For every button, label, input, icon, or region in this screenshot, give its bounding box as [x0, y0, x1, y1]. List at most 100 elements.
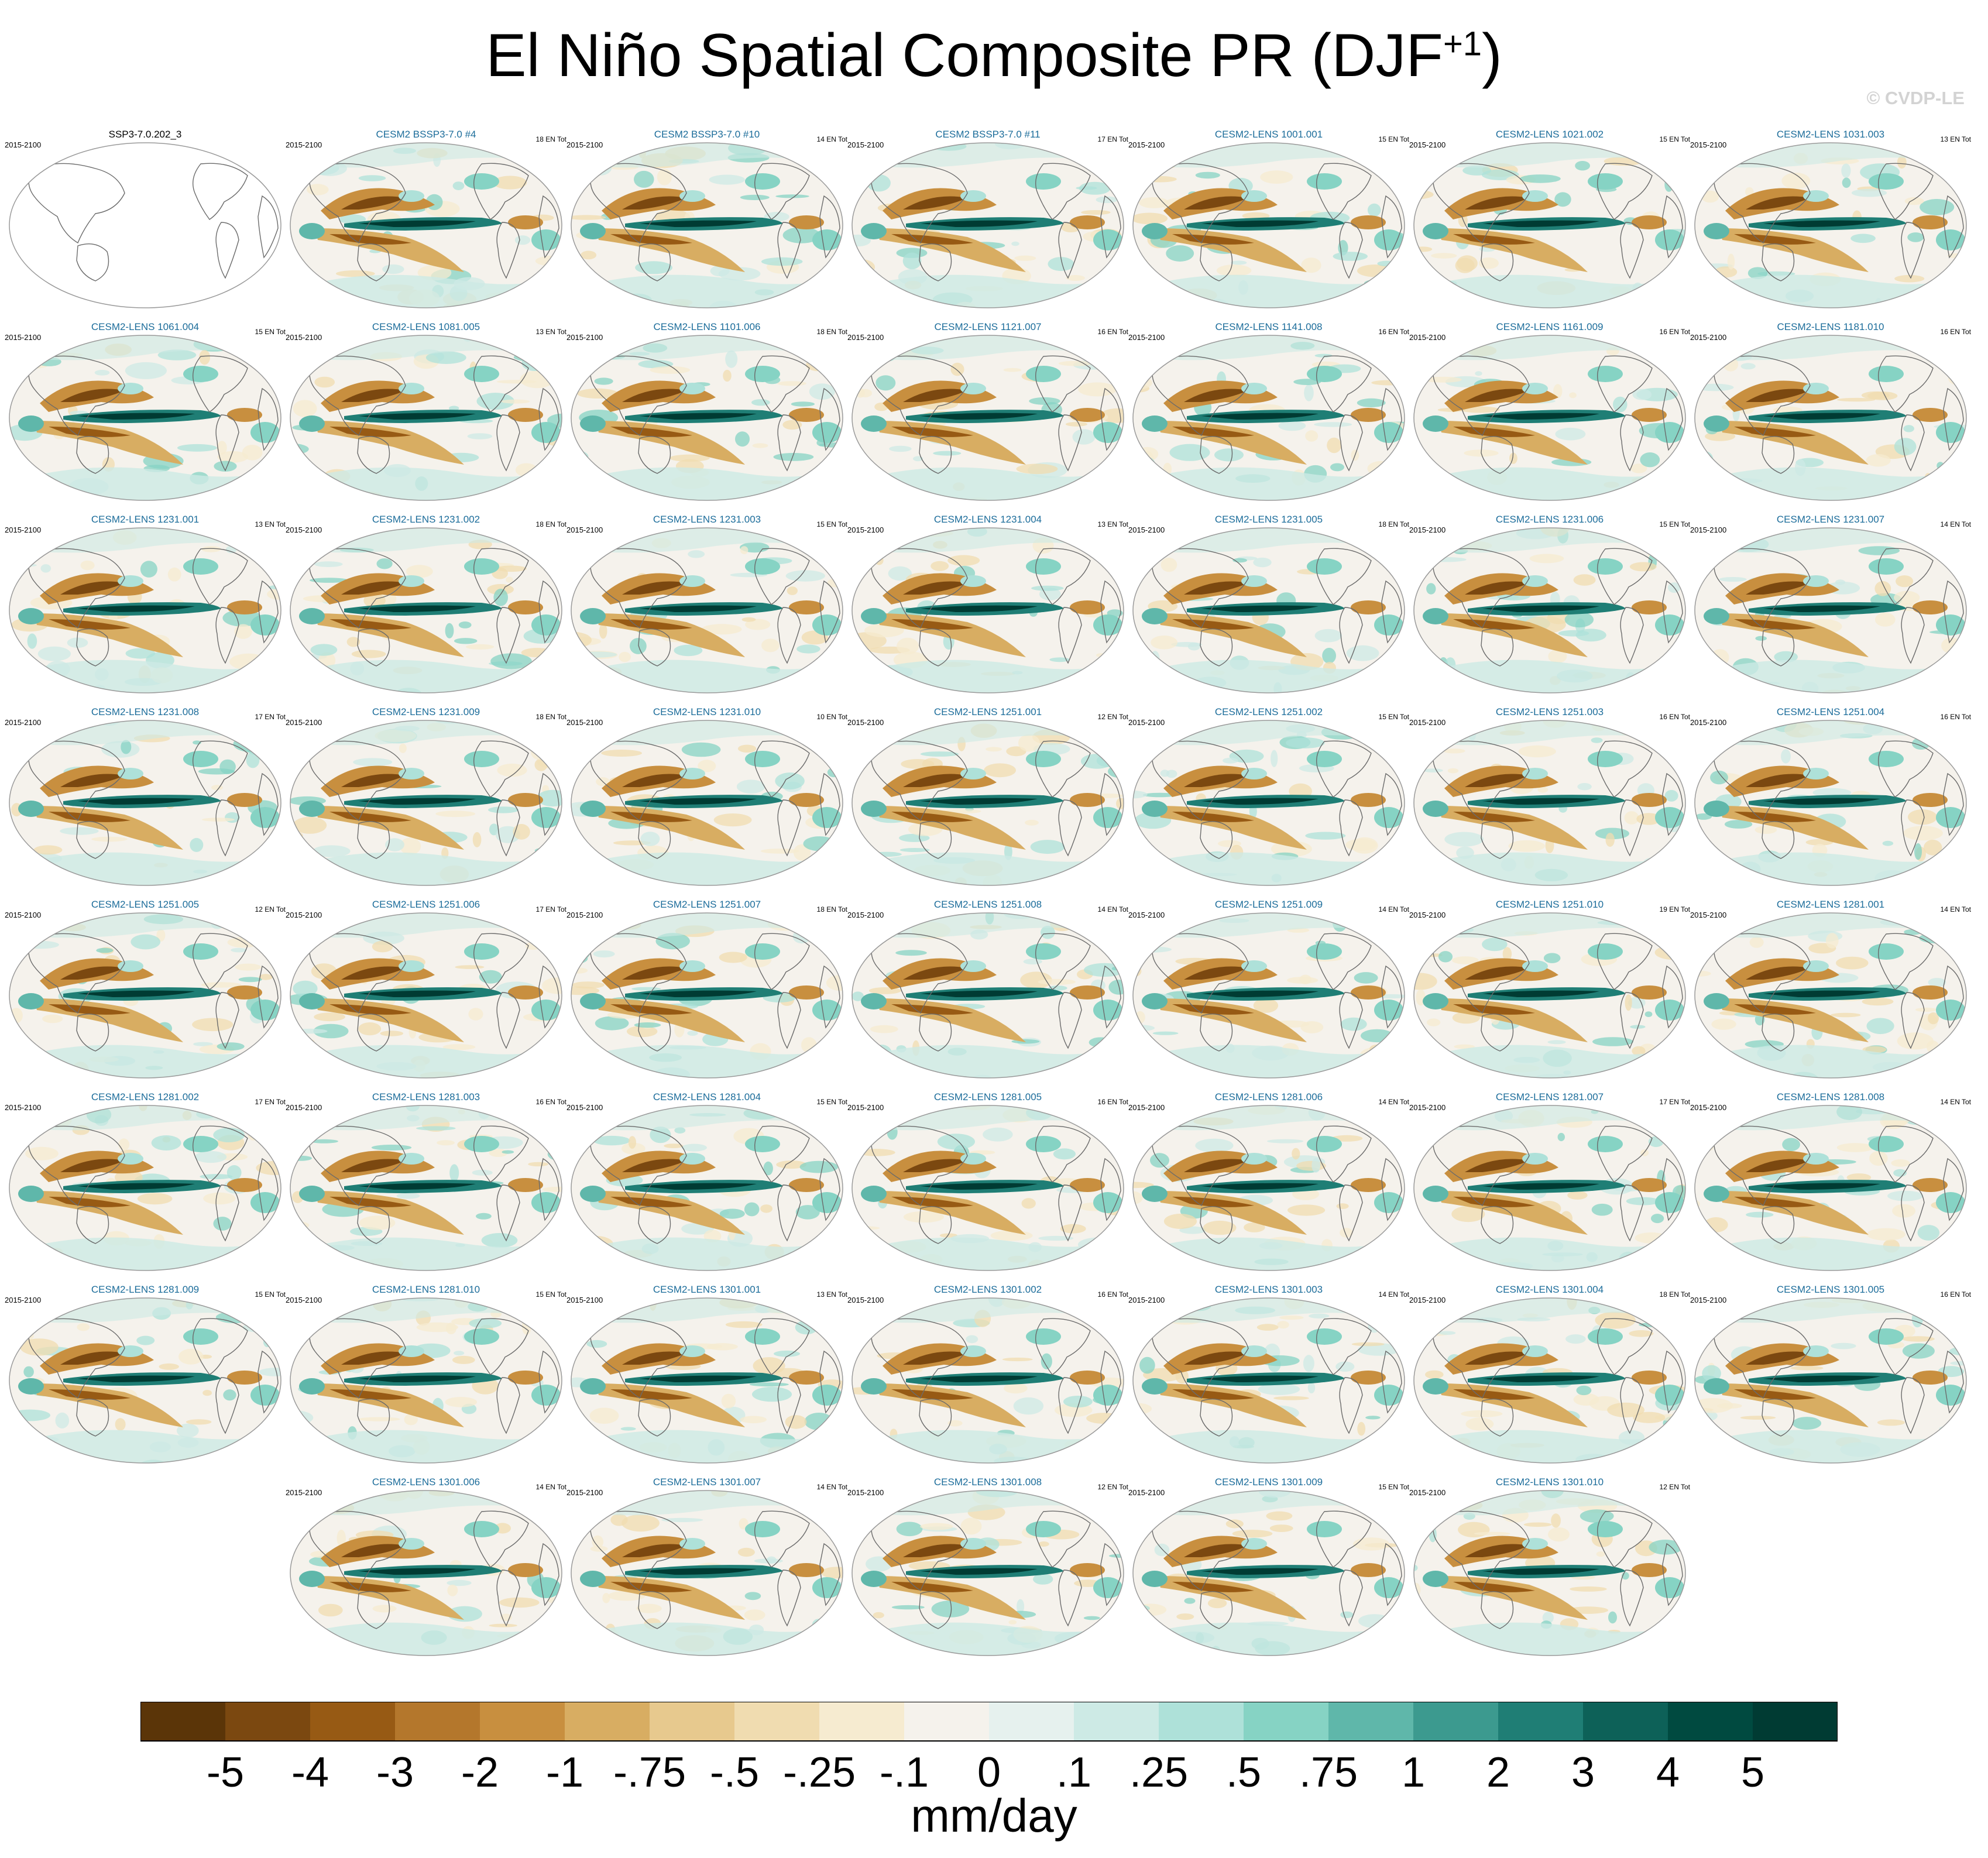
- panel-event-count: 17 EN Tot: [535, 905, 566, 913]
- map-outline: [851, 527, 1124, 693]
- map-panel: CESM2-LENS 1251.001 2015-2100 12 EN Tot: [847, 702, 1128, 895]
- map-panel: CESM2-LENS 1281.001 2015-2100 14 EN Tot: [1690, 894, 1971, 1087]
- map-panel: CESM2-LENS 1301.008 2015-2100 12 EN Tot: [847, 1472, 1128, 1665]
- colorbar-tick-label: -1: [546, 1749, 583, 1790]
- panel-title: CESM2-LENS 1301.008: [933, 1476, 1042, 1488]
- map-field: [1133, 143, 1405, 308]
- map-plot: [571, 527, 843, 693]
- title-end: ): [1482, 22, 1502, 90]
- map-field: [9, 335, 281, 500]
- panel-period: 2015-2100: [5, 140, 42, 149]
- map-outline: [851, 912, 1124, 1079]
- map-panel: CESM2-LENS 1141.008 2015-2100 16 EN Tot: [1128, 317, 1409, 510]
- panel-period: 2015-2100: [1128, 333, 1165, 342]
- panel-title: CESM2-LENS 1231.003: [653, 514, 761, 525]
- panel-event-count: 17 EN Tot: [1659, 1098, 1690, 1106]
- panel-title: CESM2-LENS 1251.005: [91, 899, 200, 910]
- panel-title: CESM2-LENS 1301.007: [653, 1476, 761, 1488]
- panel-event-count: 17 EN Tot: [1097, 135, 1128, 143]
- map-panel: CESM2-LENS 1161.009 2015-2100 16 EN Tot: [1409, 317, 1690, 510]
- map-field: [1133, 913, 1405, 1078]
- panel-event-count: 14 EN Tot: [1378, 1290, 1409, 1299]
- panel-period: 2015-2100: [1409, 718, 1446, 727]
- panel-event-count: 16 EN Tot: [1940, 1290, 1971, 1299]
- map-outline: [1413, 1105, 1686, 1271]
- colorbar-tick-label: -2: [461, 1749, 499, 1790]
- map-panel: CESM2-LENS 1251.006 2015-2100 17 EN Tot: [286, 894, 566, 1087]
- colorbar-frame: [140, 1702, 1838, 1742]
- panel-title: CESM2-LENS 1251.003: [1495, 706, 1604, 717]
- map-panel: CESM2-LENS 1301.007 2015-2100 14 EN Tot: [566, 1472, 847, 1665]
- panel-event-count: 18 EN Tot: [535, 713, 566, 721]
- map-plot: [1413, 527, 1686, 693]
- panel-title: CESM2-LENS 1061.004: [91, 321, 200, 332]
- panel-event-count: 16 EN Tot: [1940, 328, 1971, 336]
- panel-event-count: 14 EN Tot: [1378, 1098, 1409, 1106]
- panel-period: 2015-2100: [566, 1488, 603, 1497]
- map-panel: CESM2-LENS 1061.004 2015-2100 15 EN Tot: [5, 317, 286, 510]
- panel-title: CESM2-LENS 1301.001: [653, 1284, 761, 1295]
- panel-event-count: 17 EN Tot: [255, 1098, 286, 1106]
- panel-title: CESM2-LENS 1301.006: [372, 1476, 480, 1488]
- map-field: [290, 143, 562, 308]
- map-field: [852, 143, 1124, 308]
- title-superscript: +1: [1443, 25, 1482, 63]
- colorbar: -5 -4 -3 -2 -1 -.75 -.5 -.25 -.1 0 .1 .25 .5 .75 1 2 3 4 5: [140, 1702, 1838, 1790]
- panel-period: 2015-2100: [286, 1296, 322, 1304]
- map-field: [571, 913, 843, 1078]
- panel-title: CESM2-LENS 1231.006: [1495, 514, 1604, 525]
- panel-event-count: 15 EN Tot: [1378, 135, 1409, 143]
- colorbar-tick-label: 0: [977, 1749, 1001, 1790]
- panel-event-count: 13 EN Tot: [255, 520, 286, 528]
- colorbar-tick-label: 3: [1571, 1749, 1595, 1790]
- title-main: El Niño Spatial Composite PR (DJF: [486, 22, 1443, 90]
- colorbar-tick-label: -.75: [613, 1749, 686, 1790]
- panel-title: CESM2-LENS 1281.008: [1776, 1091, 1885, 1103]
- colorbar-box: [1328, 1702, 1413, 1741]
- map-field: [1695, 1105, 1966, 1270]
- panel-event-count: 12 EN Tot: [1659, 1483, 1690, 1491]
- panel-period: 2015-2100: [1128, 911, 1165, 919]
- panel-period: 2015-2100: [1690, 1103, 1727, 1112]
- map-plot: [290, 142, 562, 308]
- panel-event-count: 18 EN Tot: [535, 135, 566, 143]
- colorbar-tick-label: 5: [1741, 1749, 1764, 1790]
- map-panel: CESM2-LENS 1001.001 2015-2100 15 EN Tot: [1128, 124, 1409, 317]
- map-plot: [290, 912, 562, 1079]
- map-panel: CESM2-LENS 1021.002 2015-2100 15 EN Tot: [1409, 124, 1690, 317]
- map-outline: [851, 1105, 1124, 1271]
- panel-title: CESM2-LENS 1281.004: [653, 1091, 761, 1103]
- map-outline: [290, 720, 562, 886]
- map-panel: CESM2-LENS 1251.004 2015-2100 16 EN Tot: [1690, 702, 1971, 895]
- map-field: [1414, 143, 1685, 308]
- map-plot: [1413, 720, 1686, 886]
- map-panel: CESM2-LENS 1301.006 2015-2100 14 EN Tot: [286, 1472, 566, 1665]
- map-outline: [1694, 720, 1967, 886]
- colorbar-tick-label: 4: [1656, 1749, 1680, 1790]
- map-outline: [9, 1105, 281, 1271]
- colorbar-box: [225, 1702, 310, 1741]
- panel-event-count: 15 EN Tot: [1378, 1483, 1409, 1491]
- map-plot: [290, 527, 562, 693]
- colorbar-tick-label: -5: [207, 1749, 244, 1790]
- panel-period: 2015-2100: [1409, 140, 1446, 149]
- map-outline: [1413, 335, 1686, 501]
- panel-period: 2015-2100: [1690, 140, 1727, 149]
- colorbar-box: [819, 1702, 904, 1741]
- map-plot: [1132, 335, 1405, 501]
- map-plot: [571, 1490, 843, 1656]
- colorbar-box: [1413, 1702, 1498, 1741]
- panel-event-count: 16 EN Tot: [1940, 713, 1971, 721]
- colorbar-tick-label: -.25: [783, 1749, 856, 1790]
- map-outline: [851, 1490, 1124, 1656]
- map-plot: [851, 527, 1124, 693]
- map-panel: CESM2-LENS 1231.007 2015-2100 14 EN Tot: [1690, 509, 1971, 702]
- panel-title: CESM2 BSSP3-7.0 #10: [654, 129, 760, 140]
- panel-event-count: 15 EN Tot: [255, 1290, 286, 1299]
- panel-title: CESM2-LENS 1251.002: [1214, 706, 1323, 717]
- panel-period: 2015-2100: [1128, 1296, 1165, 1304]
- panel-title: CESM2-LENS 1281.005: [933, 1091, 1042, 1103]
- map-field: [571, 1105, 843, 1270]
- panel-period: 2015-2100: [1409, 526, 1446, 534]
- map-field: [1414, 335, 1685, 500]
